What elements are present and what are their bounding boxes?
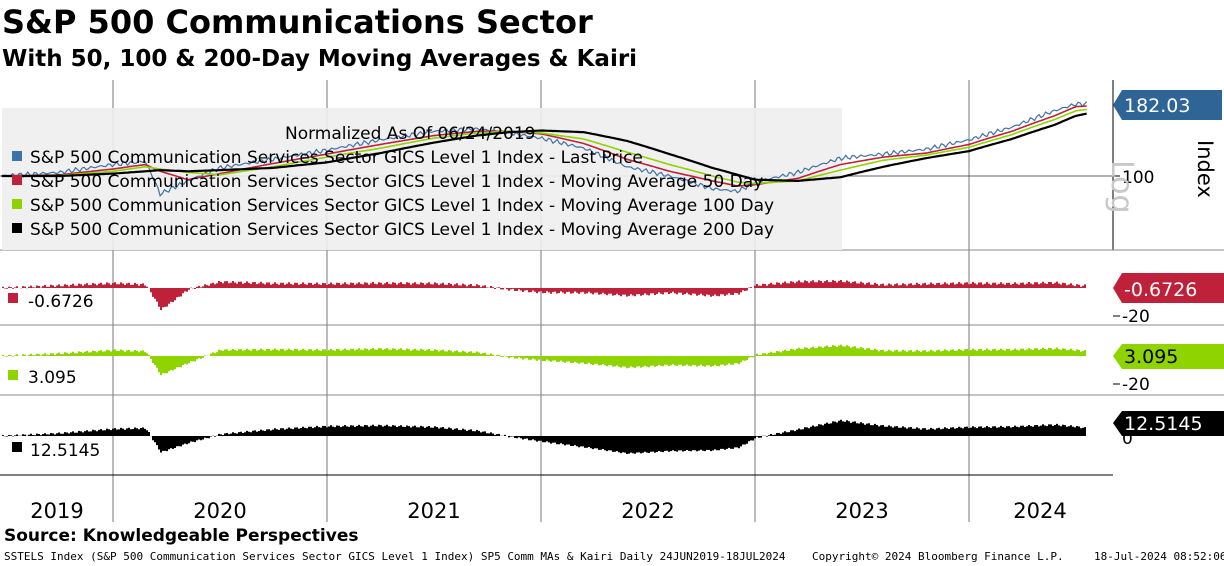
kairi2-bars [0, 344, 1086, 376]
x-axis-labels: 2019 2020 2021 2022 2023 2024 [30, 499, 1066, 523]
series-line-ma50 [1, 105, 1087, 187]
kairi3-swatch [12, 442, 22, 452]
x-tick-label: 2023 [835, 499, 888, 523]
kairi2-swatch [8, 370, 18, 380]
footer-ticker: SSTELS Index (S&P 500 Communication Serv… [4, 550, 786, 563]
x-tick-label: 2024 [1013, 499, 1066, 523]
kairi3-tag-value: 12.5145 [1124, 413, 1203, 435]
kairi1-tick-label: -20 [1122, 307, 1150, 327]
kairi-200-histogram [0, 419, 1086, 454]
legend-ma200: S&P 500 Communication Services Sector GI… [30, 220, 774, 240]
legend-ma100: S&P 500 Communication Services Sector GI… [30, 196, 774, 216]
x-tick-label: 2020 [193, 499, 246, 523]
legend-ma50: S&P 500 Communication Services Sector GI… [30, 172, 763, 192]
last-price-value: 182.03 [1124, 95, 1190, 117]
kairi1-bars [0, 280, 1086, 310]
chart-title: S&P 500 Communications Sector [2, 3, 593, 41]
kairi3-inline-value: 12.5145 [30, 441, 100, 461]
x-tick-label: 2022 [621, 499, 674, 523]
kairi1-tag-value: -0.6726 [1124, 279, 1197, 301]
kairi1-inline-value: -0.6726 [28, 292, 94, 312]
kairi3-bars [0, 419, 1086, 454]
x-tick-label: 2021 [407, 499, 460, 523]
y-tick-label: 100 [1122, 168, 1154, 188]
legend-swatch-ma50 [12, 175, 22, 185]
kairi2-inline-value: 3.095 [28, 368, 77, 388]
kairi-100-histogram [0, 344, 1086, 376]
kairi2-tag [1113, 344, 1224, 369]
kairi-50-histogram [0, 280, 1086, 310]
kairi3-tag [1113, 411, 1224, 436]
legend-swatch-price [12, 151, 22, 161]
legend-price: S&P 500 Communication Services Sector GI… [30, 148, 643, 168]
chart-subtitle: With 50, 100 & 200-Day Moving Averages &… [2, 46, 638, 72]
last-price-tag [1113, 90, 1222, 120]
kairi1-tag [1113, 273, 1224, 303]
y-axis-label: Index [1193, 140, 1217, 198]
log-scale-label: Log [1104, 160, 1139, 214]
footer-timestamp: 18-Jul-2024 08:52:06 [1094, 550, 1224, 563]
legend-swatch-ma100 [12, 199, 22, 209]
kairi2-tick-label: -20 [1122, 375, 1150, 395]
series-line-price [1, 101, 1088, 197]
normalized-note: Normalized As Of 06/24/2019 [285, 124, 535, 144]
source-note: Source: Knowledgeable Perspectives [4, 526, 359, 546]
series-line-ma200 [1, 112, 1087, 182]
kairi3-tick-label: 0 [1122, 429, 1133, 449]
kairi1-swatch [8, 293, 18, 303]
price-and-ma-lines [1, 101, 1088, 197]
footer-copyright: Copyright© 2024 Bloomberg Finance L.P. [812, 550, 1064, 563]
kairi2-tag-value: 3.095 [1124, 346, 1178, 368]
legend-swatch-ma200 [12, 223, 22, 233]
x-tick-label: 2019 [30, 499, 83, 523]
